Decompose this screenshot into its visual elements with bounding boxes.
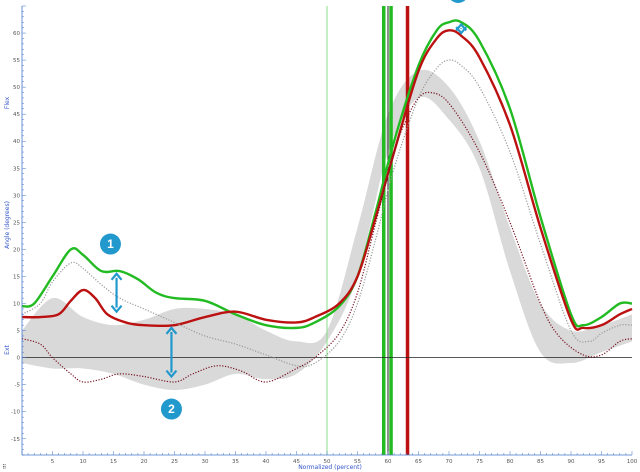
y-axis-ext-label: Ext — [4, 345, 11, 355]
badge-circle — [450, 0, 466, 3]
y-axis-flex-label: Flex — [4, 96, 11, 109]
x-tick-label: 75 — [476, 459, 483, 465]
series-layer — [21, 19, 633, 383]
arrow-head-up — [110, 272, 123, 281]
annotation-2: 2 — [160, 326, 182, 420]
arrow-head-up — [165, 326, 178, 335]
x-tick-label: 65 — [415, 459, 422, 465]
x-tick-label: 50 — [324, 459, 331, 465]
x-tick-label: 30 — [202, 459, 209, 465]
x-tick-label: 5 — [51, 459, 55, 465]
series-line-4 — [21, 91, 633, 383]
y-tick-label: 15 — [13, 274, 20, 280]
y-tick-label: 25 — [13, 220, 20, 226]
y-tick-label: 20 — [13, 247, 20, 253]
x-tick-label: 70 — [446, 459, 453, 465]
annotation-1: 1 — [99, 233, 123, 314]
y-tick-label: 10 — [13, 302, 20, 308]
badge-number: 1 — [107, 237, 114, 251]
x-axis-label: Normalized (percent) — [298, 464, 362, 471]
y-tick-label: 40 — [13, 139, 20, 145]
annotation-3: 1 — [450, 0, 468, 35]
y-axis-label: Angle (degrees) — [4, 201, 11, 249]
x-tick-label: 35 — [232, 459, 239, 465]
y-tick-label: 5 — [17, 329, 21, 335]
x-tick-label: 25 — [171, 459, 178, 465]
confidence-band — [22, 69, 632, 391]
badge-circle — [99, 233, 121, 255]
y-tick-label: -10 — [11, 410, 20, 416]
x-tick-label: 40 — [263, 459, 270, 465]
confidence-band-layer — [22, 69, 632, 391]
x-tick-label: 100 — [627, 459, 638, 465]
x-tick-label: 20 — [141, 459, 148, 465]
arrow-head-down — [455, 26, 468, 35]
y-tick-label: 60 — [13, 31, 20, 37]
x-tick-label: 85 — [537, 459, 544, 465]
y-tick-label: 30 — [13, 193, 20, 199]
x-tick-label: 55 — [354, 459, 361, 465]
vertical-marker-layer — [326, 6, 410, 455]
annotation-layer: 1 2 1 — [99, 0, 468, 420]
x-tick-label: 60 — [385, 459, 392, 465]
y-tick-label: -5 — [15, 383, 21, 389]
series-line-3 — [21, 59, 633, 368]
series-line-2 — [21, 29, 633, 331]
arrow-head-down — [165, 369, 178, 379]
y-tick-label: 55 — [13, 58, 20, 64]
y-tick-label: -15 — [11, 437, 20, 443]
x-tick-label: 10 — [80, 459, 87, 465]
y-tick-label: 50 — [13, 85, 20, 91]
badge-number: 2 — [168, 402, 175, 416]
x-tick-label: 80 — [507, 459, 514, 465]
corner-grip-icon: ⠿ — [2, 464, 6, 471]
arrow-head-down — [110, 304, 123, 314]
badge-circle — [160, 398, 182, 420]
y-tick-label: 0 — [17, 356, 21, 362]
y-tick-label: 35 — [13, 166, 20, 172]
x-tick-label: 45 — [293, 459, 300, 465]
x-tick-label: 95 — [598, 459, 605, 465]
x-tick-label: 15 — [110, 459, 117, 465]
x-tick-label: 90 — [568, 459, 575, 465]
y-tick-label: 45 — [13, 112, 20, 118]
